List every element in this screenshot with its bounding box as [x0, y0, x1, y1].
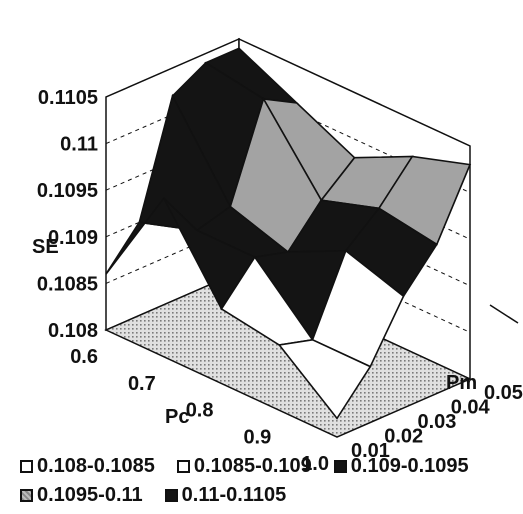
x-tick-label: 0.9 [243, 426, 271, 448]
z-axis-label: SE [32, 236, 59, 258]
x-tick-label: 1.0 [301, 453, 329, 475]
y-tick-label: 0.04 [451, 397, 491, 419]
surface-patch [277, 338, 372, 420]
surface-layer [105, 47, 472, 420]
x-axis-label: Pc [165, 406, 189, 428]
legend: 0.108-0.1085 0.1085-0.109 0.109-0.1095 0.10… [20, 452, 510, 510]
legend-item: 0.109-0.1095 [333, 455, 469, 478]
x-tick-label: 0.6 [70, 346, 98, 368]
legend-label: 0.109-0.1095 [350, 455, 469, 477]
x-tick-label: 0.7 [128, 373, 156, 395]
legend-item: 0.11-0.1105 [164, 484, 287, 507]
legend-item: 0.1095-0.11 [20, 484, 143, 507]
legend-swatch [176, 460, 190, 473]
axis-marker [489, 304, 519, 324]
legend-label: 0.11-0.1105 [181, 484, 287, 506]
y-axis-label: Pm [446, 372, 477, 394]
legend-row: 0.1095-0.11 0.11-0.1105 [20, 481, 510, 510]
gridline [105, 38, 471, 147]
legend-row: 0.108-0.1085 0.1085-0.109 0.109-0.1095 [20, 452, 510, 481]
z-tick-label: 0.1105 [38, 87, 98, 109]
legend-swatch [20, 489, 33, 502]
legend-item: 0.1085-0.109 [176, 455, 312, 478]
z-tick-label: 0.11 [60, 134, 98, 156]
y-tick-label: 0.01 [351, 440, 390, 462]
y-tick-label: 0.03 [418, 411, 457, 433]
x-tick-label: 0.8 [186, 400, 214, 422]
legend-item: 0.108-0.1085 [20, 455, 155, 478]
legend-label: 0.1085-0.109 [193, 455, 312, 477]
legend-swatch [333, 460, 347, 473]
tick-labels: 0.108 0.1085 0.109 0.1095 0.11 0.1105 0.6 0.7 0.… [37, 87, 523, 475]
y-tick-label: 0.02 [384, 426, 423, 448]
z-tick-label: 0.1085 [37, 273, 98, 295]
z-tick-label: 0.109 [48, 227, 98, 249]
legend-swatch [20, 460, 33, 473]
legend-swatch [164, 489, 178, 502]
z-tick-label: 0.1095 [37, 180, 98, 202]
legend-label: 0.108-0.1085 [37, 455, 155, 477]
z-tick-label: 0.108 [48, 320, 98, 342]
y-tick-label: 0.05 [484, 382, 523, 404]
legend-label: 0.1095-0.11 [37, 484, 143, 506]
